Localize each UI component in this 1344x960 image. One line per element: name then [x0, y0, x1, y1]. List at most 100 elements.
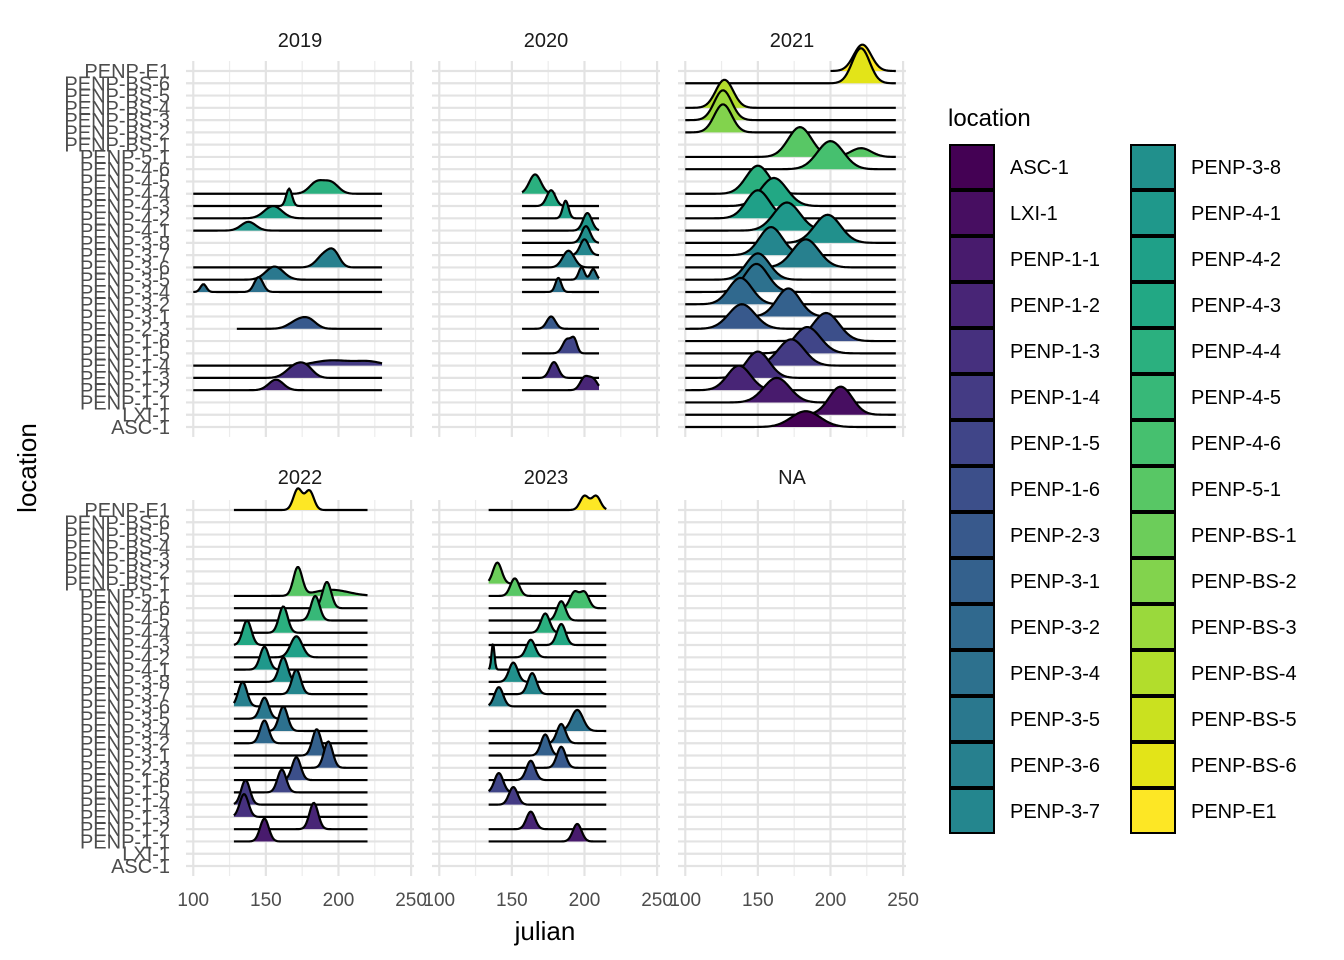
- ridge-line-penp-bs-1: [487, 561, 607, 585]
- legend-swatch: [949, 374, 995, 420]
- legend-swatch: [1130, 328, 1176, 374]
- ridge-fill-penp-1-3: [233, 794, 368, 817]
- legend-item: PENP-4-3: [1130, 282, 1281, 328]
- legend-swatch: [949, 328, 995, 374]
- legend-item: PENP-3-2: [949, 604, 1100, 650]
- y-tick-label: PENP-4-2: [80, 647, 170, 669]
- ridge-fill-penp-e1: [233, 488, 368, 510]
- x-tick-label: 250: [641, 890, 673, 911]
- legend-item: PENP-5-1: [1130, 466, 1281, 512]
- legend-label: PENP-1-1: [1010, 249, 1100, 271]
- y-tick-label: PENP-3-6: [80, 257, 170, 279]
- y-tick-label: PENP-1-4: [80, 795, 170, 817]
- legend-label: PENP-4-2: [1191, 249, 1281, 271]
- ridge-fill-penp-3-7: [522, 239, 600, 256]
- legend-label: PENP-4-4: [1191, 341, 1281, 363]
- legend-item: PENP-4-5: [1130, 374, 1281, 420]
- legend-swatch: [1130, 788, 1176, 834]
- y-tick-label: PENP-3-4: [80, 721, 170, 743]
- ridge-fill-penp-3-6: [193, 248, 383, 268]
- ridge-line-penp-3-4: [193, 276, 383, 294]
- facet-strip-label: 2022: [278, 467, 323, 489]
- legend-item: PENP-BS-3: [1130, 604, 1297, 650]
- y-tick-label: PENP-3-5: [80, 270, 170, 292]
- ridge-line-penp-4-2: [488, 638, 607, 659]
- legend-label: PENP-BS-2: [1191, 571, 1297, 593]
- ridge-line-penp-3-5: [685, 252, 896, 281]
- ridge-line-penp-4-3: [488, 622, 607, 647]
- ridge-line-penp-3-4: [233, 705, 368, 733]
- y-tick-label: PENP-BS-1: [64, 135, 170, 157]
- legend-item: PENP-3-8: [1130, 144, 1281, 190]
- legend-item: PENP-1-4: [949, 374, 1100, 420]
- facet-panel-2022: 2022ASC-1LXI-1PENP-1-1PENP-1-2PENP-1-3PE…: [64, 467, 427, 911]
- y-tick-label: PENP-1-4: [80, 356, 170, 378]
- legend-swatch: [949, 282, 995, 328]
- facet-strip-label: 2021: [770, 30, 815, 52]
- legend-label: LXI-1: [1010, 203, 1058, 225]
- ridge-line-penp-2-3: [685, 303, 896, 330]
- ridge-line-penp-1-3: [193, 361, 383, 379]
- ridge-line-penp-4-1: [685, 201, 896, 232]
- ridge-fill-penp-3-5: [193, 266, 383, 280]
- ridge-line-penp-1-5: [233, 768, 368, 794]
- legend-title: location: [948, 105, 1031, 132]
- ridge-fill-penp-3-1: [488, 734, 607, 756]
- y-tick-label: PENP-1-3: [80, 807, 170, 829]
- ridge-line-penp-3-1: [685, 287, 896, 318]
- facet-strip-label: 2019: [278, 30, 323, 52]
- legend-swatch: [1130, 650, 1176, 696]
- ridge-fill-penp-4-3: [685, 178, 896, 207]
- ridge-line-penp-3-6: [232, 680, 368, 708]
- legend-swatch: [949, 558, 995, 604]
- legend-label: PENP-3-5: [1010, 709, 1100, 731]
- legend-swatch: [1130, 420, 1176, 466]
- ridge-line-penp-4-3: [193, 187, 383, 208]
- legend-item: PENP-1-6: [949, 466, 1100, 512]
- y-tick-label: PENP-BS-2: [64, 561, 170, 583]
- ridge-line-penp-4-6: [685, 140, 896, 171]
- y-tick-label: PENP-BS-2: [64, 122, 170, 144]
- x-tick-label: 200: [815, 890, 847, 911]
- ridge-line-penp-bs-3: [685, 89, 896, 122]
- ridge-fill-penp-4-2: [488, 639, 607, 658]
- y-tick-label: PENP-3-1: [80, 746, 170, 768]
- ridge-line-penp-bs-2: [685, 103, 896, 134]
- ridge-line-penp-5-1: [685, 126, 896, 159]
- y-tick-label: PENP-3-8: [80, 233, 170, 255]
- legend-label: PENP-E1: [1191, 801, 1277, 823]
- ridge-line-penp-3-4: [521, 276, 600, 294]
- ridge-line-penp-1-1: [488, 822, 607, 843]
- facet-panels: 2019ASC-1LXI-1PENP-1-1PENP-1-2PENP-1-3PE…: [64, 30, 919, 911]
- ridge-line-penp-1-2: [521, 374, 600, 392]
- legend-item: PENP-3-7: [949, 788, 1100, 834]
- ridge-fill-penp-1-2: [522, 375, 600, 391]
- legend-item: PENP-3-5: [949, 696, 1100, 742]
- ridge-line-penp-1-4: [488, 785, 607, 806]
- ridge-line-penp-2-3: [236, 315, 383, 330]
- ridge-line-penp-3-7: [488, 672, 607, 696]
- ridge-line-penp-3-6: [487, 686, 607, 708]
- ridge-line-penp-4-4: [488, 612, 607, 634]
- legend-swatch: [949, 420, 995, 466]
- y-tick-label: PENP-3-2: [80, 733, 170, 755]
- legend-swatch: [949, 466, 995, 512]
- ridge-line-penp-1-4: [233, 779, 368, 806]
- y-tick-label: LXI-1: [122, 405, 170, 427]
- legend-item: PENP-1-1: [949, 236, 1100, 282]
- ridge-line-penp-2-3: [488, 745, 607, 769]
- ridge-fill-penp-1-2: [685, 365, 896, 391]
- ridge-fill-penp-3-4: [522, 277, 600, 292]
- ridge-fill-penp-4-6: [685, 141, 896, 170]
- y-tick-label: ASC-1: [111, 417, 170, 439]
- legend-swatch: [1130, 466, 1176, 512]
- ridge-line-penp-e1: [233, 487, 368, 512]
- ridge-fill-penp-1-1: [488, 823, 607, 842]
- ridge-fill-penp-4-1: [522, 213, 600, 231]
- legend-swatch: [949, 788, 995, 834]
- legend-item: PENP-BS-4: [1130, 650, 1297, 696]
- ridge-line-penp-1-4: [193, 359, 383, 367]
- facet-strip-label: NA: [778, 467, 806, 489]
- facet-panel-2021: 2021: [678, 30, 906, 437]
